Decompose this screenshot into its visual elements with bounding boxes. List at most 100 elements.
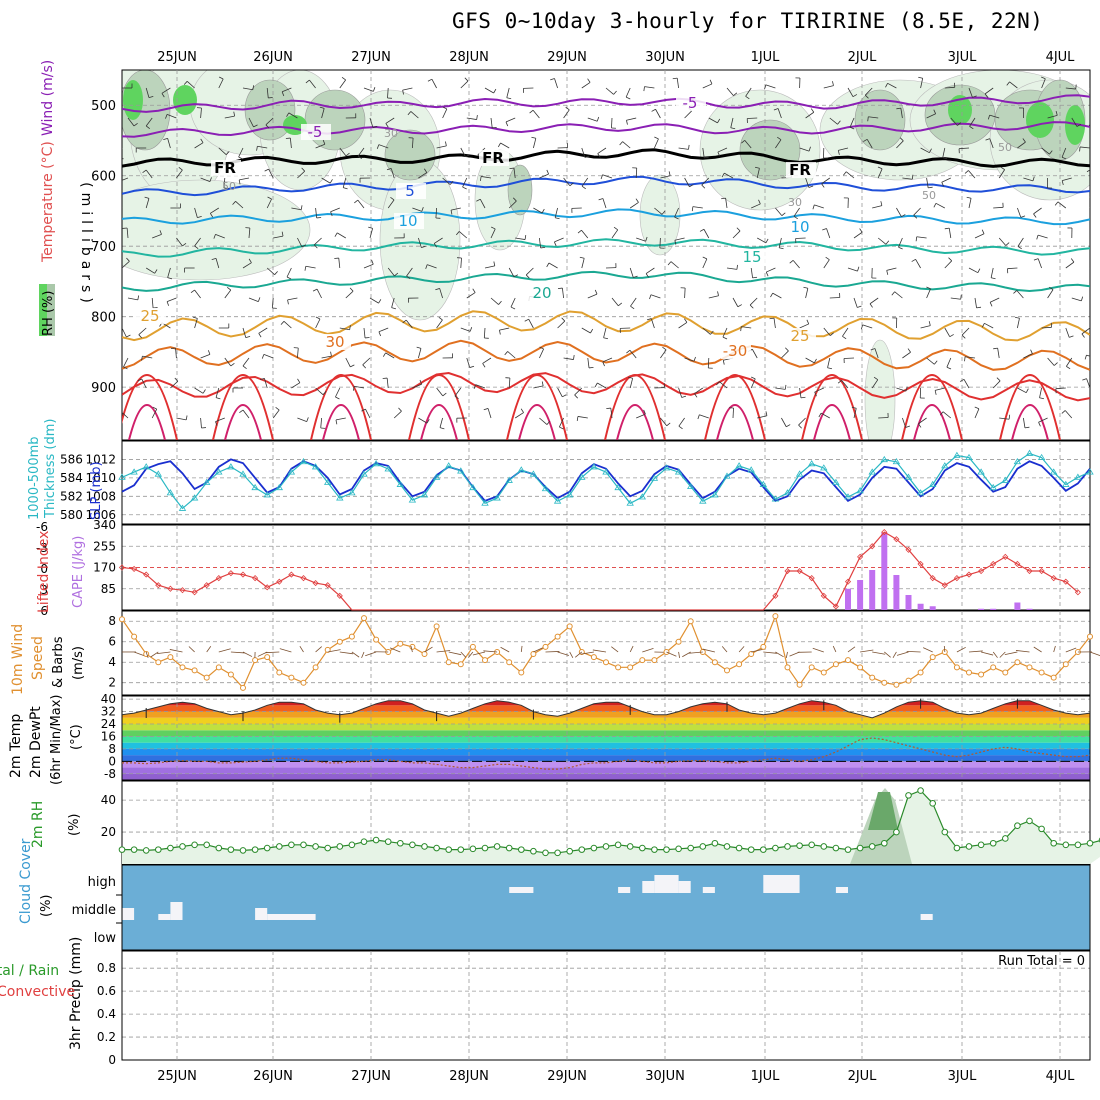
rh-point <box>118 846 126 853</box>
rh-point <box>1014 822 1021 829</box>
temp-band <box>122 761 1090 768</box>
wind-barb <box>339 79 347 89</box>
isotherm-line <box>122 339 1090 371</box>
y2-tick-thickness: 584 <box>60 471 83 485</box>
rh-point <box>445 846 453 853</box>
wind-barb-10m <box>611 646 619 653</box>
wind-barb <box>500 142 510 149</box>
wind-speed-point <box>397 640 404 647</box>
y-tick-pressure: 500 <box>91 99 116 114</box>
wind-barb <box>1038 417 1048 423</box>
wind-barb-flag <box>810 108 815 113</box>
wind-barb <box>946 357 952 368</box>
lifted-index-point <box>772 592 779 599</box>
wind-barb-flag <box>837 150 840 155</box>
wind-barb <box>626 117 637 121</box>
rh-point <box>481 844 489 852</box>
wind-barb-flag <box>142 169 147 174</box>
wind-barb <box>989 114 1000 119</box>
wind-barb <box>602 174 613 179</box>
isotherm-40-arch <box>420 404 458 440</box>
wind-speed-point <box>590 654 597 661</box>
wind-barb-flag <box>192 316 198 319</box>
wind-speed-point <box>1014 659 1021 666</box>
wind-barb <box>315 143 326 149</box>
wind-barb-flag <box>977 268 981 273</box>
wind-barb <box>587 117 598 122</box>
wind-barb <box>161 87 171 94</box>
rh-point <box>820 843 828 850</box>
wind-barb-flag <box>154 269 158 274</box>
y2-tick-li: 3 <box>40 583 48 597</box>
wind-speed-point <box>893 681 900 688</box>
wind-barb <box>678 322 688 329</box>
y-tick-precip: 0.8 <box>97 961 116 975</box>
ylabel-temperature: Temperature (°C) <box>40 141 56 263</box>
wind-barb <box>853 408 857 419</box>
wind-barb <box>805 111 815 119</box>
rh-point <box>397 839 404 847</box>
wind-speed-point <box>639 657 646 664</box>
wind-barb-flag <box>573 355 575 360</box>
thickness-point <box>662 464 671 471</box>
wind-barb-flag <box>141 356 143 361</box>
wind-barb-flag <box>152 406 157 410</box>
cape-bar <box>917 603 924 610</box>
rh-point <box>893 828 900 836</box>
wind-barb-flag <box>949 334 954 338</box>
wind-barb-10m <box>410 645 413 653</box>
label-bg <box>211 160 241 176</box>
wind-barb-flag <box>752 276 758 279</box>
wind-barb-flag <box>574 394 579 399</box>
wind-barb <box>145 117 153 127</box>
wind-barb-flag <box>981 229 985 234</box>
y-tick-slp: 1008 <box>85 489 116 503</box>
rh-point <box>1026 817 1033 825</box>
y-tick-temp: -8 <box>104 767 116 781</box>
wind-barb-flag <box>584 155 590 158</box>
wind-barb-flag <box>960 294 962 300</box>
x-tick-label-bottom: 1JUL <box>751 1069 781 1084</box>
wind-barb-flag <box>465 154 470 158</box>
wind-barb-flag <box>257 297 261 302</box>
wind-barb <box>1023 353 1033 359</box>
wind-barb-flag <box>704 156 709 159</box>
wind-barb <box>554 207 558 218</box>
isotherm-label: 25 <box>790 327 809 345</box>
wind-barb <box>1086 354 1090 357</box>
wind-barb <box>508 267 515 278</box>
rh-point <box>276 843 283 850</box>
thickness-point <box>336 494 344 501</box>
wind-barb <box>732 407 734 419</box>
wind-barb-flag <box>863 138 868 142</box>
cloud-level-label: low <box>94 931 117 946</box>
wind-barb <box>814 204 824 209</box>
wind-barb-flag <box>911 258 916 262</box>
wind-barb-10m <box>922 647 933 653</box>
wind-barb-flag <box>877 166 883 170</box>
wind-barb <box>703 229 710 239</box>
isotherm-line <box>122 175 1090 197</box>
wind-barb <box>998 169 1005 179</box>
wind-barb <box>316 288 322 299</box>
wind-barb-flag <box>934 390 937 395</box>
wind-barb <box>920 78 924 89</box>
wind-barb-flag <box>633 275 638 278</box>
wind-barb-flag <box>628 376 633 379</box>
wind-barb <box>442 177 451 185</box>
wind-barb-flag <box>1066 366 1071 370</box>
wind-barb <box>741 326 752 329</box>
wind-barb-flag <box>398 407 402 412</box>
x-tick-label-bottom: 4JUL <box>1046 1069 1076 1084</box>
wind-barb-flag <box>492 126 497 129</box>
wind-speed-point <box>869 674 876 681</box>
wind-barb-10m <box>315 646 323 653</box>
wind-barb-10m <box>992 651 998 658</box>
wind-barb <box>597 382 607 389</box>
y-tick-pressure: 900 <box>91 381 116 396</box>
lifted-index-point <box>905 546 912 553</box>
thickness-point <box>469 483 477 491</box>
ylabel-rh-units: (%) <box>67 814 82 837</box>
wind-barb <box>215 417 225 422</box>
ylabel-thickness-2: Thickness (dm) <box>43 419 58 519</box>
